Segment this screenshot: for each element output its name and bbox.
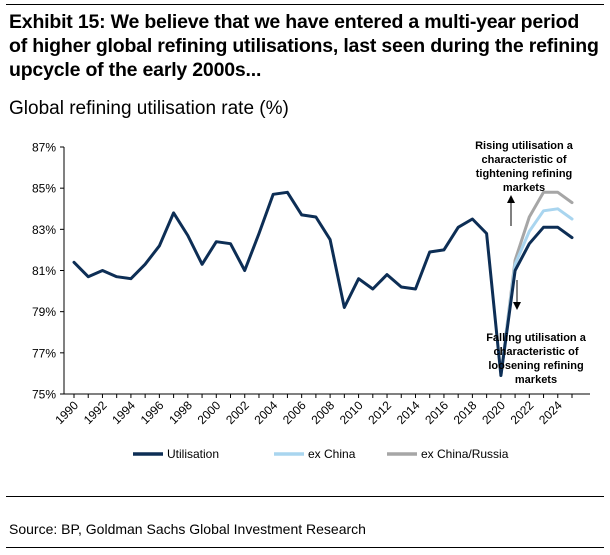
y-tick-label: 77% [32,346,56,360]
annotation-falling-arrowhead [513,302,521,310]
x-tick-label: 2010 [337,398,366,427]
y-tick-label: 79% [32,305,56,319]
x-tick-label: 2002 [223,398,252,427]
legend-label-ex-china-russia: ex China/Russia [421,447,509,461]
x-tick-label: 1998 [166,398,195,427]
annotation-falling-text: Falling utilisation a [486,332,587,344]
chart-title: Global refining utilisation rate (%) [9,98,289,119]
x-tick-label: 1990 [52,398,81,427]
x-tick-label: 2020 [479,398,508,427]
annotation-falling-text: loosening refining [488,360,583,372]
x-tick-label: 2004 [252,398,281,427]
bottom-rule [6,547,604,548]
x-tick-label: 2014 [394,398,423,427]
legend-label-ex-china: ex China [308,447,356,461]
x-tick-label: 2024 [536,398,565,427]
divider-rule [6,496,604,497]
annotation-rising-text: markets [503,182,545,194]
annotation-rising-text: tightening refining [476,168,573,180]
x-tick-label: 2018 [451,398,480,427]
x-tick-label: 1992 [81,398,110,427]
series-line-utilisation [72,190,574,377]
source-note: Source: BP, Goldman Sachs Global Investm… [9,521,366,537]
annotation-rising-arrowhead [507,195,515,203]
chart-annotations: Rising utilisation a characteristic of tig… [475,140,587,386]
legend-label-utilisation: Utilisation [167,447,219,461]
chart-legend: Utilisation ex China ex China/Russia [133,447,509,461]
top-rule [6,4,604,5]
x-tick-label: 2016 [422,398,451,427]
y-tick-label: 81% [32,264,56,278]
annotation-rising-text: Rising utilisation a [475,140,574,152]
exhibit-title: Exhibit 15: We believe that we have ente… [9,11,599,81]
annotation-rising-text: characteristic of [482,154,567,166]
x-tick-label: 2000 [195,398,224,427]
y-tick-label: 83% [32,223,56,237]
y-tick-label: 75% [32,388,56,402]
x-tick-label: 2006 [280,398,309,427]
annotation-falling-text: characteristic of [494,346,579,358]
annotation-falling-text: markets [515,374,557,386]
x-tick-label: 1996 [138,398,167,427]
x-tick-label: 1994 [109,398,138,427]
y-tick-label: 85% [32,182,56,196]
x-tick-label: 2008 [308,398,337,427]
y-tick-label: 87% [32,141,56,155]
x-tick-label: 2022 [508,398,537,427]
chart-series [72,190,574,377]
x-tick-label: 2012 [365,398,394,427]
